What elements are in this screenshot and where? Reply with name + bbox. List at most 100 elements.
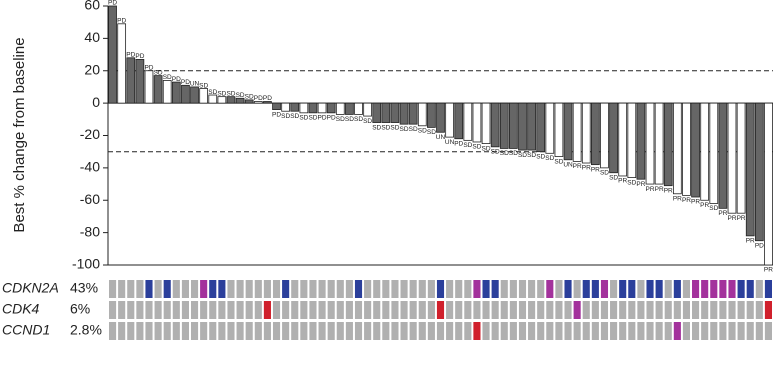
response-label: PD [181, 79, 190, 86]
bar [153, 75, 163, 104]
oncoprint-cell [254, 280, 262, 298]
response-label: PD [454, 140, 463, 147]
oncoprint-cell [564, 301, 572, 319]
bar [654, 102, 664, 185]
oncoprint-cell [127, 280, 135, 298]
bar [554, 102, 564, 157]
response-label: SD [208, 89, 217, 96]
response-label: SD [154, 69, 163, 76]
oncoprint-cell [573, 280, 581, 298]
response-label: PR [691, 199, 700, 206]
oncoprint-cell [582, 322, 590, 340]
gene-label: CDKN2A [2, 280, 59, 296]
bar [363, 102, 372, 117]
bar [645, 102, 655, 185]
oncoprint-cell [600, 301, 609, 319]
bar [345, 102, 354, 115]
response-label: PR [746, 238, 755, 245]
oncoprint-cell [464, 280, 472, 298]
bar [335, 102, 345, 115]
gene-label: CCND1 [2, 322, 50, 338]
oncoprint-cell [354, 301, 363, 319]
oncoprint-cell [719, 322, 727, 340]
response-label: SD [354, 116, 363, 123]
oncoprint-cell [482, 322, 490, 340]
response-label: SD [536, 153, 545, 160]
response-label: SD [381, 124, 390, 131]
y-tick-label: -60 [80, 191, 100, 207]
response-label: PD [272, 111, 281, 118]
response-label: PR [764, 267, 773, 274]
oncoprint-cell [327, 301, 335, 319]
response-label: PD [327, 115, 336, 122]
bar [436, 102, 445, 133]
response-label: SD [217, 90, 226, 97]
response-label: SD [245, 94, 254, 101]
oncoprint-cell [109, 301, 117, 319]
oncoprint-alteration [628, 280, 636, 298]
response-label: SD [345, 116, 354, 123]
oncoprint-cell [701, 322, 709, 340]
bar [709, 102, 719, 204]
oncoprint-cell [500, 322, 508, 340]
oncoprint-cell [655, 322, 663, 340]
oncoprint-cell [755, 322, 763, 340]
bar [208, 94, 218, 104]
oncoprint-cell [400, 280, 408, 298]
bar [754, 102, 764, 242]
response-label: PR [718, 210, 727, 217]
oncoprint-cell [236, 280, 244, 298]
oncoprint-cell [209, 322, 217, 340]
response-label: SD [509, 150, 518, 157]
oncoprint-cell [190, 301, 199, 319]
oncoprint-cell [345, 301, 353, 319]
gene-label: CDK4 [2, 301, 40, 317]
response-label: SD [290, 113, 299, 120]
oncoprint-cell [200, 322, 208, 340]
oncoprint-cell [327, 280, 335, 298]
oncoprint-cell [436, 322, 445, 340]
bar [399, 102, 409, 125]
bar [682, 102, 691, 196]
oncoprint-cell [518, 301, 527, 319]
oncoprint-cell [518, 322, 527, 340]
bar [454, 102, 464, 140]
response-label: SD [299, 115, 308, 122]
response-label: SD [627, 179, 636, 186]
bar [691, 102, 700, 198]
oncoprint-cell [628, 322, 636, 340]
bar [745, 102, 755, 237]
response-label: SD [527, 152, 536, 159]
oncoprint-alteration [646, 280, 654, 298]
oncoprint-cell [728, 322, 736, 340]
oncoprint-cell [118, 280, 126, 298]
oncoprint-cell [491, 301, 499, 319]
bar [126, 57, 136, 104]
oncoprint-cell [500, 280, 508, 298]
oncoprint-cell [664, 280, 672, 298]
oncoprint-cell [109, 322, 117, 340]
oncoprint-cell [327, 322, 335, 340]
oncoprint-cell [145, 301, 153, 319]
bar [117, 23, 127, 104]
oncoprint-cell [373, 301, 381, 319]
bar [235, 97, 245, 104]
bar [244, 99, 254, 104]
oncoprint-cell [136, 280, 144, 298]
response-label: PR [737, 215, 746, 222]
oncoprint-cell [181, 301, 189, 319]
bar [736, 102, 746, 214]
oncoprint-cell [236, 301, 244, 319]
y-tick-label: 60 [84, 0, 100, 13]
response-label: PD [263, 95, 272, 102]
response-label: SD [409, 126, 418, 133]
oncoprint-alteration [673, 322, 681, 340]
oncoprint-cell [163, 322, 171, 340]
bar [290, 102, 300, 112]
bar [672, 102, 682, 195]
bar [162, 80, 172, 104]
bar [499, 102, 509, 149]
oncoprint-cell [646, 301, 654, 319]
oncoprint-cell [373, 322, 381, 340]
oncoprint-cell [455, 280, 463, 298]
